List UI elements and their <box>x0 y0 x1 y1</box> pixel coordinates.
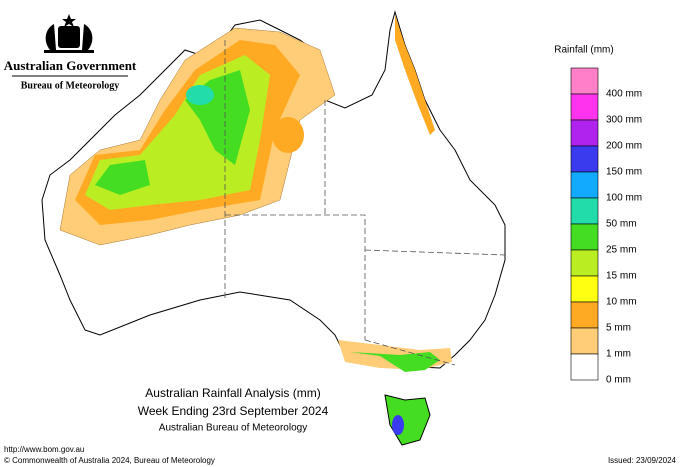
legend-label: 15 mm <box>606 271 637 282</box>
map-subtitle: Week Ending 23rd September 2024 <box>138 404 329 418</box>
footer-copyright: © Commonwealth of Australia 2024, Bureau… <box>4 456 215 465</box>
legend-swatch <box>570 353 599 381</box>
map-title: Australian Rainfall Analysis (mm) <box>145 386 320 400</box>
legend-swatch <box>570 197 599 225</box>
legend-label: 1 mm <box>606 349 631 360</box>
legend: 400 mm 300 mm 200 mm 150 mm 100 mm 50 mm 25 mm… <box>570 67 642 386</box>
coat-of-arms <box>44 14 94 53</box>
legend-swatch <box>570 249 599 277</box>
rain-teal <box>186 85 214 105</box>
legend-swatch <box>570 119 599 147</box>
legend-swatch <box>570 93 599 121</box>
rain-qld-coast <box>395 15 435 135</box>
legend-title: Rainfall (mm) <box>554 45 613 56</box>
legend-swatch <box>570 171 599 199</box>
legend-label: 400 mm <box>606 89 642 100</box>
legend-label: 0 mm <box>606 375 631 386</box>
legend-label: 5 mm <box>606 323 631 334</box>
state-borders <box>224 40 506 366</box>
legend-label: 25 mm <box>606 245 637 256</box>
legend-swatch <box>570 275 599 303</box>
legend-label: 300 mm <box>606 115 642 126</box>
legend-swatch <box>570 301 599 329</box>
legend-label: 150 mm <box>606 167 642 178</box>
legend-label: 200 mm <box>606 141 642 152</box>
legend-swatch <box>570 145 599 173</box>
rain-tas-blue <box>392 415 404 435</box>
legend-swatch <box>570 327 599 355</box>
footer-issued: Issued: 23/09/2024 <box>608 456 677 465</box>
map-source: Australian Bureau of Meteorology <box>159 423 307 434</box>
rain-nt-orange <box>272 117 304 153</box>
legend-label: 10 mm <box>606 297 637 308</box>
map <box>41 10 506 446</box>
rain-se-green <box>350 352 440 372</box>
legend-swatch <box>570 223 599 251</box>
government-name: Australian Government <box>4 58 137 73</box>
bureau-name: Bureau of Meteorology <box>21 80 120 91</box>
legend-label: 100 mm <box>606 193 642 204</box>
footer-url: http://www.bom.gov.au <box>4 445 84 454</box>
rain-nw-green <box>95 70 250 195</box>
legend-swatch <box>570 67 599 95</box>
legend-label: 50 mm <box>606 219 637 230</box>
